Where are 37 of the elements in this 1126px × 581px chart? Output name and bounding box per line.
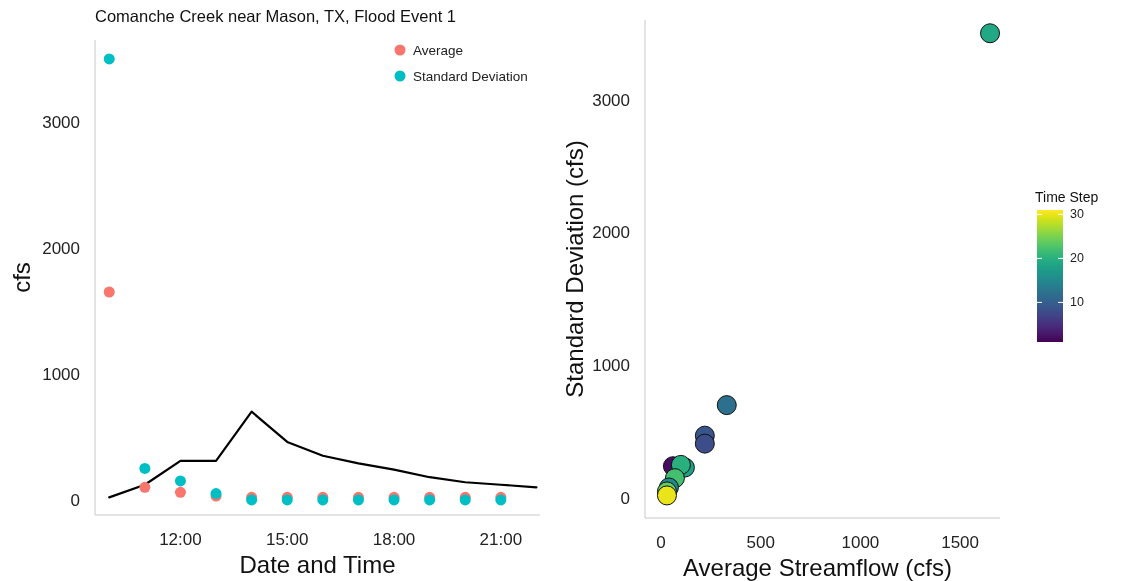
legend-label: Average (413, 43, 464, 58)
y-tick-label: 0 (70, 490, 80, 510)
point (139, 462, 151, 474)
y-tick-label: 1000 (592, 356, 630, 376)
color-bar-label: 10 (1070, 295, 1084, 310)
x-tick-label: 0 (656, 533, 666, 552)
color-bar-title: Time Step (1035, 189, 1099, 205)
point (139, 481, 151, 493)
x-tick-label: 1500 (941, 533, 980, 552)
y-tick-label: 3000 (592, 90, 630, 110)
x-tick-label: 500 (746, 533, 775, 552)
color-bar-label: 20 (1070, 251, 1084, 266)
x-tick-label: 21:00 (479, 530, 523, 549)
point (174, 486, 186, 498)
point (103, 286, 115, 298)
y-tick-label: 3000 (42, 112, 80, 132)
point (694, 433, 715, 454)
x-tick-label: 15:00 (265, 530, 309, 549)
chart-title: Comanche Creek near Mason, TX, Flood Event 1 (95, 7, 457, 25)
point (174, 475, 186, 487)
point (716, 395, 737, 416)
y-tick-label: 2000 (42, 238, 80, 258)
x-axis-title: Date and Time (239, 551, 396, 578)
legend-label: Standard Deviation (413, 69, 528, 84)
x-tick-label: 1000 (841, 533, 880, 552)
x-tick-label: 12:00 (159, 530, 202, 549)
x-axis-title: Average Streamflow (cfs) (683, 554, 952, 581)
y-axis-title: Standard Deviation (cfs) (561, 140, 588, 398)
y-tick-label: 1000 (42, 364, 80, 384)
point (103, 53, 115, 65)
line-series (108, 410, 538, 499)
y-tick-label: 0 (620, 489, 630, 509)
color-bar-label: 30 (1070, 207, 1084, 222)
y-axis-title: cfs (8, 262, 35, 293)
point (980, 23, 1001, 44)
x-tick-label: 18:00 (372, 530, 416, 549)
y-tick-label: 2000 (592, 223, 630, 243)
